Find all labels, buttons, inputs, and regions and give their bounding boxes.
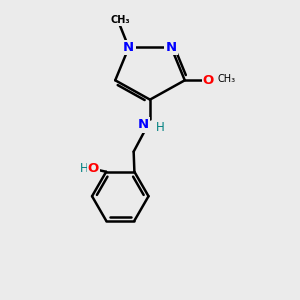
Text: N: N: [166, 41, 177, 54]
Text: CH₃: CH₃: [110, 15, 130, 25]
Text: O: O: [88, 162, 99, 175]
Text: H: H: [156, 121, 165, 134]
Text: CH₃: CH₃: [217, 74, 236, 84]
Text: O: O: [202, 74, 214, 87]
Text: N: N: [138, 118, 149, 131]
Text: N: N: [123, 41, 134, 54]
Text: H: H: [80, 162, 88, 175]
